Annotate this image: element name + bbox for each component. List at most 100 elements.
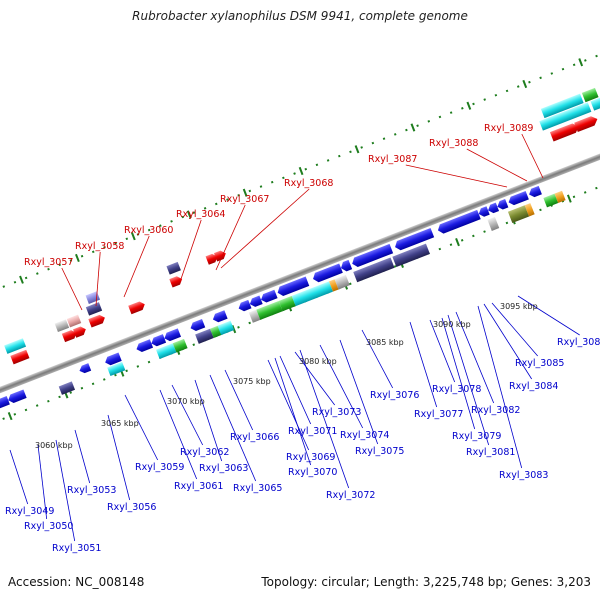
gene-label-rxyl-3061[interactable]: Rxyl_3061 bbox=[174, 481, 223, 492]
leader-line bbox=[194, 379, 223, 462]
gene-feature bbox=[392, 243, 430, 267]
gene-feature bbox=[85, 291, 101, 304]
gene-label-rxyl-3062[interactable]: Rxyl_3062 bbox=[180, 447, 229, 458]
tick-line-outer bbox=[0, 50, 600, 332]
accession-text: Accession: NC_008148 bbox=[8, 575, 145, 589]
leader-line bbox=[339, 339, 379, 445]
gene-feature bbox=[172, 338, 188, 353]
leader-line bbox=[294, 351, 336, 406]
gene-label-rxyl-3058[interactable]: Rxyl_3058 bbox=[75, 241, 124, 252]
gene-label-rxyl-3063[interactable]: Rxyl_3063 bbox=[199, 463, 248, 474]
gene-label-rxyl-3050[interactable]: Rxyl_3050 bbox=[24, 521, 73, 532]
gene-feature bbox=[4, 338, 27, 354]
gene-feature bbox=[488, 202, 500, 214]
gene-label-rxyl-3066[interactable]: Rxyl_3066 bbox=[230, 432, 279, 443]
gene-label-rxyl-3051[interactable]: Rxyl_3051 bbox=[52, 543, 101, 554]
gene-label-rxyl-3089[interactable]: Rxyl_3089 bbox=[484, 123, 533, 134]
gene-label-rxyl-3088[interactable]: Rxyl_3088 bbox=[429, 138, 478, 149]
gene-label-rxyl-3085[interactable]: Rxyl_3085 bbox=[515, 358, 564, 369]
leader-line bbox=[224, 369, 254, 431]
gene-feature bbox=[341, 259, 353, 272]
gene-feature bbox=[66, 314, 82, 328]
gene-label-rxyl-3060[interactable]: Rxyl_3060 bbox=[124, 225, 173, 236]
major-tick bbox=[455, 238, 460, 247]
gene-label-rxyl-3081[interactable]: Rxyl_3081 bbox=[466, 447, 515, 458]
leader-line bbox=[483, 303, 533, 380]
major-tick bbox=[578, 58, 584, 67]
gene-label-rxyl-3082[interactable]: Rxyl_3082 bbox=[471, 405, 520, 416]
gene-label-rxyl-3068[interactable]: Rxyl_3068 bbox=[284, 178, 333, 189]
major-tick bbox=[298, 166, 304, 176]
gene-feature bbox=[574, 116, 598, 133]
gene-label-rxyl-3079[interactable]: Rxyl_3079 bbox=[452, 431, 501, 442]
gene-label-rxyl-3083[interactable]: Rxyl_3083 bbox=[499, 470, 548, 481]
gene-label-rxyl-3070[interactable]: Rxyl_3070 bbox=[288, 467, 337, 478]
gene-label-rxyl-3067[interactable]: Rxyl_3067 bbox=[220, 194, 269, 205]
leader-line bbox=[55, 439, 76, 542]
gene-label-rxyl-3065[interactable]: Rxyl_3065 bbox=[233, 483, 282, 494]
gene-feature bbox=[156, 343, 177, 360]
scale-label: 3095 kbp bbox=[500, 302, 538, 311]
leader-line bbox=[455, 311, 495, 404]
major-tick bbox=[19, 275, 24, 284]
gene-label-rxyl-3071[interactable]: Rxyl_3071 bbox=[288, 426, 337, 437]
scale-label: 3085 kbp bbox=[366, 338, 404, 347]
outer-features bbox=[4, 87, 600, 365]
major-tick bbox=[522, 79, 528, 89]
gene-label-rxyl-3075[interactable]: Rxyl_3075 bbox=[355, 446, 404, 457]
gene-feature bbox=[529, 185, 542, 198]
leader-line bbox=[267, 359, 310, 451]
gene-label-rxyl-3087[interactable]: Rxyl_3087 bbox=[368, 154, 417, 165]
gene-feature bbox=[261, 289, 278, 303]
gene-label-rxyl-3086[interactable]: Rxyl_3086 bbox=[557, 337, 600, 348]
leader-line bbox=[180, 219, 202, 280]
genome-track bbox=[0, 50, 600, 447]
gene-label-rxyl-3078[interactable]: Rxyl_3078 bbox=[432, 384, 481, 395]
gene-feature bbox=[507, 205, 530, 223]
gene-feature bbox=[10, 349, 30, 365]
gene-label-rxyl-3074[interactable]: Rxyl_3074 bbox=[340, 430, 389, 441]
major-tick bbox=[242, 188, 248, 197]
gene-feature bbox=[136, 339, 154, 352]
gene-label-rxyl-3049[interactable]: Rxyl_3049 bbox=[5, 506, 54, 517]
gene-label-rxyl-3077[interactable]: Rxyl_3077 bbox=[414, 409, 463, 420]
gene-feature bbox=[195, 328, 214, 344]
major-tick bbox=[354, 145, 360, 154]
gene-label-rxyl-3072[interactable]: Rxyl_3072 bbox=[326, 490, 375, 501]
leader-line bbox=[517, 295, 580, 336]
gene-label-rxyl-3059[interactable]: Rxyl_3059 bbox=[135, 462, 184, 473]
leader-line bbox=[124, 394, 159, 461]
gene-feature bbox=[313, 263, 343, 283]
gene-label-rxyl-3084[interactable]: Rxyl_3084 bbox=[509, 381, 558, 392]
gene-label-rxyl-3076[interactable]: Rxyl_3076 bbox=[370, 390, 419, 401]
gene-feature bbox=[190, 318, 206, 331]
gene-feature bbox=[508, 190, 529, 206]
gene-label-rxyl-3064[interactable]: Rxyl_3064 bbox=[176, 209, 225, 220]
major-tick bbox=[186, 210, 192, 219]
gene-feature bbox=[85, 302, 103, 316]
leader-line bbox=[159, 389, 198, 480]
gene-feature bbox=[151, 334, 167, 347]
gene-feature bbox=[328, 279, 339, 292]
leader-line bbox=[209, 374, 257, 482]
major-tick bbox=[7, 412, 13, 421]
leader-line bbox=[299, 349, 350, 489]
gene-feature bbox=[334, 274, 350, 290]
scale-label: 3065 kbp bbox=[101, 419, 139, 428]
bottom-gene-labels: Rxyl_3049 Rxyl_3050 Rxyl_3051 Rxyl_3053 Rxyl… bbox=[5, 295, 600, 554]
major-tick bbox=[410, 123, 416, 132]
leader-line bbox=[171, 384, 204, 446]
major-tick bbox=[75, 253, 80, 263]
gene-label-rxyl-3057[interactable]: Rxyl_3057 bbox=[24, 257, 73, 268]
gene-feature bbox=[497, 198, 509, 210]
gene-label-rxyl-3053[interactable]: Rxyl_3053 bbox=[67, 485, 116, 496]
gene-label-rxyl-3073[interactable]: Rxyl_3073 bbox=[312, 407, 361, 418]
gene-label-rxyl-3056[interactable]: Rxyl_3056 bbox=[107, 502, 156, 513]
gene-feature bbox=[524, 203, 535, 217]
genome-summary: Topology: circular; Length: 3,225,748 bp… bbox=[261, 575, 591, 589]
leader-line bbox=[95, 251, 101, 307]
gene-feature bbox=[0, 396, 10, 409]
gene-feature bbox=[590, 96, 600, 111]
gene-feature bbox=[352, 243, 394, 267]
gene-label-rxyl-3069[interactable]: Rxyl_3069 bbox=[286, 452, 335, 463]
